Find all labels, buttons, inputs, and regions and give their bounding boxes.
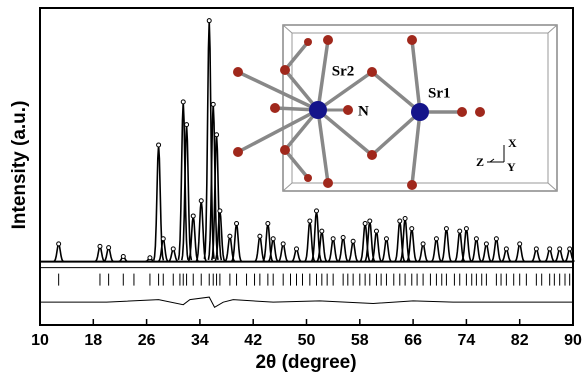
x-tick-label: 90: [564, 332, 582, 349]
peak-marker: [410, 227, 414, 231]
peak-marker: [320, 229, 324, 233]
x-tick-label: 58: [351, 332, 369, 349]
peak: [492, 239, 502, 262]
peak: [462, 229, 472, 262]
chart: 2θ (degree) Intensity (a.u.) Sr2: [0, 0, 586, 379]
peak-marker: [341, 236, 345, 240]
peak-marker: [548, 247, 552, 251]
x-axis-label: 2θ (degree): [255, 352, 356, 373]
peak-marker: [351, 239, 355, 243]
peak-marker: [235, 222, 239, 226]
peak-marker: [148, 256, 152, 260]
peak: [472, 239, 482, 262]
axis-indicator-label: X: [508, 136, 517, 150]
x-tick-label: 42: [244, 332, 262, 349]
peak-marker: [464, 227, 468, 231]
peak-marker: [331, 237, 335, 241]
peak-marker: [171, 247, 175, 251]
y-axis-label: Intensity (a.u.): [9, 101, 30, 230]
peak-marker: [558, 247, 562, 251]
peak-marker: [434, 237, 438, 241]
peak: [338, 238, 348, 262]
atom-label: N: [358, 103, 369, 119]
peak-marker: [295, 247, 299, 251]
peak-marker: [374, 229, 378, 233]
peak-marker: [199, 199, 203, 203]
peak: [418, 244, 428, 262]
peak: [255, 236, 265, 261]
peak-marker: [281, 242, 285, 246]
peak-marker: [266, 222, 270, 226]
atom-label: Sr1: [428, 85, 451, 101]
peak-marker: [458, 229, 462, 233]
x-tick-label: 10: [31, 332, 49, 349]
peak-marker: [384, 237, 388, 241]
peak-marker: [494, 237, 498, 241]
peak: [348, 241, 358, 261]
peak-marker: [218, 209, 222, 213]
peak-marker: [568, 247, 572, 251]
peak-marker: [207, 19, 211, 23]
axis-indicator-label: Z: [476, 155, 484, 169]
peak-marker: [181, 100, 185, 104]
peak-marker: [474, 237, 478, 241]
peak-marker: [518, 242, 522, 246]
peak: [442, 229, 452, 262]
peak-marker: [191, 214, 195, 218]
peak-marker: [421, 242, 425, 246]
atom-label: Sr2: [332, 63, 355, 79]
x-tick-label: 18: [84, 332, 102, 349]
x-tick-label: 34: [191, 332, 209, 349]
peak: [232, 224, 242, 262]
peak-marker: [121, 255, 125, 259]
inset-structure: Sr2 N Sr1 X Y Z: [233, 25, 557, 191]
peak-marker: [185, 123, 189, 127]
peak-marker: [398, 219, 402, 223]
peak-marker: [534, 247, 538, 251]
peak-marker: [444, 227, 448, 231]
peak-marker: [107, 246, 111, 250]
peak-marker: [484, 242, 488, 246]
peak: [278, 244, 288, 262]
peak-marker: [211, 102, 215, 106]
x-tick-label: 66: [404, 332, 422, 349]
peak: [407, 229, 417, 262]
peak-marker: [228, 234, 232, 238]
peak-marker: [57, 242, 61, 246]
peak: [54, 244, 64, 262]
peak-marker: [314, 209, 318, 213]
peak-marker: [215, 133, 219, 137]
difference-curve: [40, 297, 573, 307]
x-tick-label: 26: [138, 332, 156, 349]
peak-marker: [258, 234, 262, 238]
peak: [515, 244, 525, 262]
x-tick-label: 82: [511, 332, 529, 349]
peak-marker: [161, 237, 165, 241]
peak-marker: [504, 247, 508, 251]
peak: [328, 239, 338, 262]
x-tick-label: 74: [458, 332, 476, 349]
peak-marker: [271, 237, 275, 241]
peak-marker: [98, 244, 102, 248]
peak: [432, 239, 442, 262]
axis-indicator-label: Y: [507, 160, 516, 174]
peak-marker: [308, 219, 312, 223]
peak: [372, 231, 382, 261]
peak-marker: [363, 222, 367, 226]
x-tick-label: 50: [298, 332, 316, 349]
peak-marker: [157, 143, 161, 147]
peak-marker: [403, 216, 407, 220]
peak: [482, 244, 492, 262]
peak: [382, 239, 392, 262]
peak-marker: [368, 219, 372, 223]
